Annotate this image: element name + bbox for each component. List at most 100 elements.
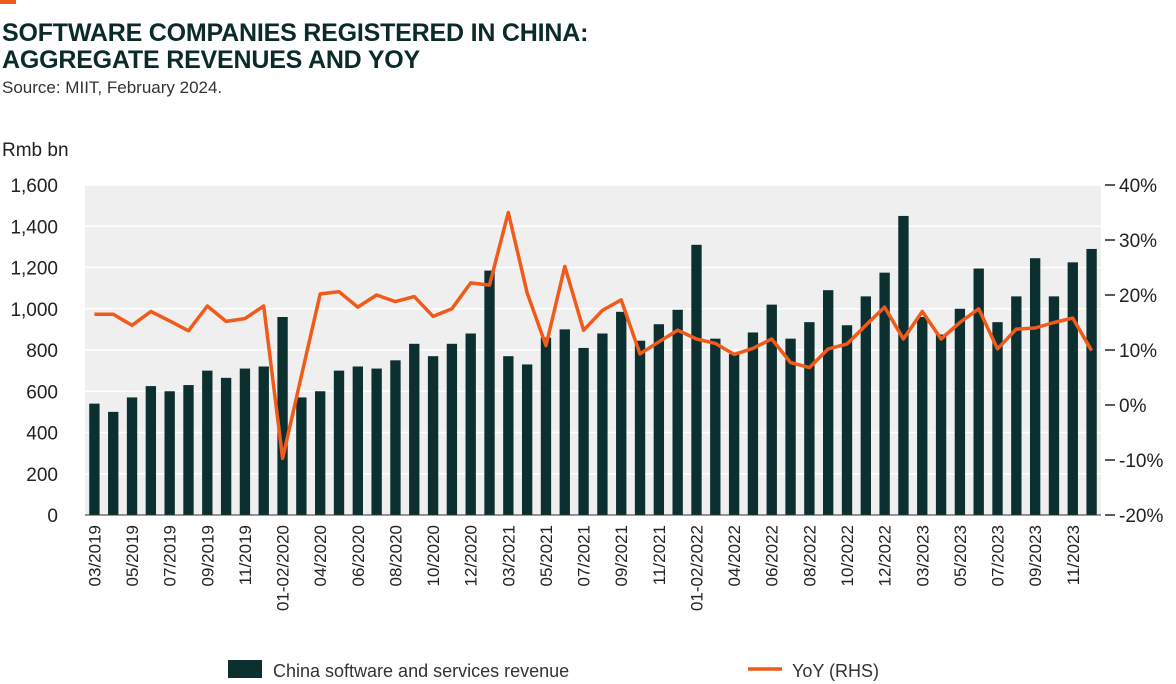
x-tick-label: 07/2021 (575, 525, 594, 586)
x-tick-label: 08/2022 (800, 525, 819, 586)
y2-tick-label: 0% (1119, 396, 1147, 417)
bar (766, 304, 777, 515)
bar (672, 309, 683, 515)
bar (164, 391, 175, 515)
bar (503, 356, 514, 515)
bar (202, 370, 213, 515)
bar (446, 343, 458, 515)
bar (409, 343, 420, 515)
bar (239, 368, 251, 515)
x-tick-label: 05/2019 (123, 525, 142, 586)
x-tick-label: 07/2019 (161, 525, 180, 586)
bar (860, 296, 871, 515)
bar (653, 324, 665, 515)
bar (747, 332, 759, 515)
bar (145, 386, 157, 515)
y-tick-label: 1,000 (10, 300, 58, 321)
bar (540, 337, 552, 515)
chart-title-line-1: SOFTWARE COMPANIES REGISTERED IN CHINA: (2, 19, 589, 47)
y2-tick-label: -10% (1119, 451, 1163, 472)
bar (823, 290, 834, 515)
x-tick-label: 06/2020 (349, 525, 368, 586)
y-tick-label: 1,600 (10, 176, 58, 197)
bar (258, 366, 269, 515)
bar (108, 411, 119, 515)
bar (220, 377, 232, 515)
x-tick-label: 11/2023 (1064, 525, 1083, 585)
legend-label-revenue: China software and services revenue (273, 661, 569, 681)
bar (1048, 296, 1060, 515)
bar (578, 347, 589, 515)
bar (597, 333, 608, 515)
x-tick-label: 01-02/2022 (687, 525, 706, 611)
x-tick-label: 10/2022 (838, 525, 857, 586)
bar (634, 340, 646, 515)
bar (484, 270, 495, 515)
x-tick-label: 03/2019 (85, 525, 104, 586)
x-tick-label: 01-02/2020 (274, 525, 293, 611)
chart-source: Source: MIIT, February 2024. (2, 78, 223, 97)
y2-tick-label: 40% (1119, 176, 1157, 197)
bar (691, 244, 702, 515)
y-tick-label: 1,200 (10, 259, 58, 280)
bar (935, 334, 947, 515)
x-tick-label: 07/2023 (989, 525, 1008, 586)
y2-tick-label: 10% (1119, 341, 1157, 362)
y-tick-label: 200 (26, 465, 58, 486)
y-tick-label: 600 (26, 382, 58, 403)
y2-tick-label: 30% (1119, 231, 1157, 252)
bar (89, 403, 100, 515)
x-tick-label: 06/2022 (763, 525, 782, 586)
x-tick-label: 03/2023 (913, 525, 932, 586)
y-tick-label: 1,400 (10, 217, 58, 238)
x-tick-label: 09/2019 (198, 525, 217, 586)
bar (841, 325, 853, 515)
bar (1011, 296, 1022, 515)
y-tick-label: 800 (26, 341, 58, 362)
bar (390, 360, 401, 515)
bar (427, 356, 439, 515)
bar (1029, 258, 1041, 515)
chart-title: SOFTWARE COMPANIES REGISTERED IN CHINA: … (2, 20, 588, 74)
x-tick-label: 05/2021 (537, 525, 556, 586)
x-tick-label: 03/2021 (499, 525, 518, 586)
y-tick-label: 400 (26, 424, 58, 445)
bar (333, 370, 345, 515)
bar (898, 215, 909, 515)
y-axis-label: Rmb bn (2, 140, 69, 161)
x-tick-label: 09/2021 (612, 525, 631, 586)
yoy-line (94, 210, 1094, 461)
bar (954, 308, 966, 515)
bar (559, 329, 570, 515)
bar (710, 338, 721, 515)
x-tick-label: 10/2020 (424, 525, 443, 586)
bar (785, 338, 796, 515)
x-tick-label: 11/2021 (650, 525, 669, 585)
bar (616, 311, 627, 515)
legend-swatch-bar (228, 660, 262, 678)
y2-tick-label: 20% (1119, 286, 1157, 307)
accent-bar (0, 0, 16, 4)
y-tick-label: 0 (47, 506, 58, 527)
bar (917, 317, 928, 515)
bar (371, 368, 382, 515)
bar (465, 333, 476, 515)
bar (1067, 262, 1078, 515)
x-tick-label: 08/2020 (386, 525, 405, 586)
bar (804, 322, 815, 515)
x-tick-label: 12/2020 (462, 525, 481, 586)
bar (728, 354, 740, 515)
y2-tick-label: -20% (1119, 506, 1163, 527)
bar (315, 391, 326, 515)
bar (277, 317, 288, 515)
x-tick-label: 05/2023 (951, 525, 970, 586)
legend-label-yoy: YoY (RHS) (792, 661, 879, 681)
bar (992, 322, 1003, 515)
x-tick-label: 11/2019 (236, 525, 255, 585)
x-tick-label: 04/2020 (311, 525, 330, 586)
bar (1086, 248, 1097, 515)
bar (352, 366, 363, 515)
bar (521, 364, 533, 515)
bar (126, 397, 138, 515)
